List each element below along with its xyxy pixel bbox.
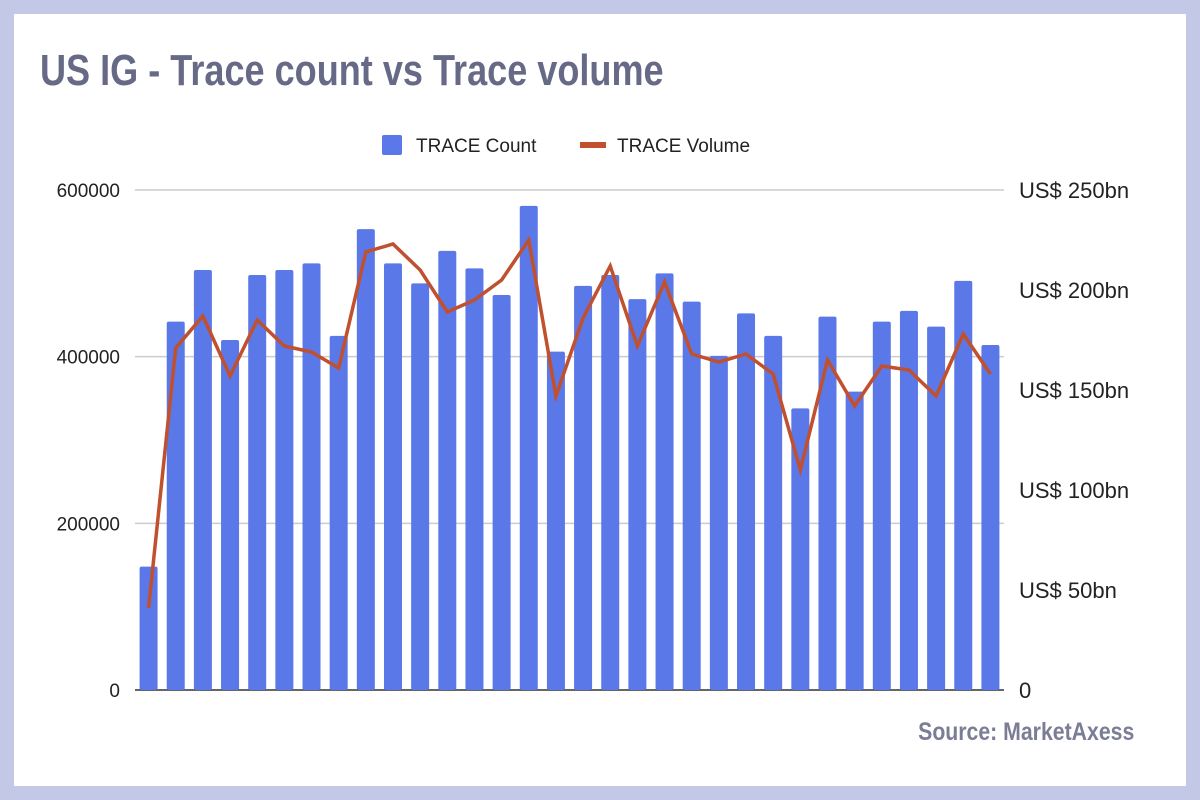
bar — [248, 275, 267, 690]
bar — [438, 250, 457, 691]
bar — [574, 285, 593, 690]
right-tick-label: US$ 250bn — [1019, 178, 1129, 203]
bar — [465, 268, 484, 690]
bar — [682, 301, 701, 690]
bar — [193, 270, 212, 690]
bar — [221, 340, 240, 690]
right-tick-label: US$ 50bn — [1019, 578, 1117, 603]
bar — [764, 335, 783, 690]
bar — [601, 275, 620, 690]
left-tick-label: 400000 — [57, 348, 120, 369]
bar — [139, 566, 158, 690]
bar — [166, 321, 185, 690]
bar — [411, 283, 430, 690]
source-note: Source: MarketAxess — [917, 718, 1134, 746]
right-tick-label: US$ 100bn — [1019, 478, 1129, 503]
bar — [302, 263, 321, 690]
right-tick-label: 0 — [1019, 678, 1031, 703]
bar — [954, 280, 973, 690]
bar — [628, 299, 647, 690]
right-tick-label: US$ 200bn — [1019, 278, 1129, 303]
legend-swatch-volume — [580, 142, 606, 148]
bar — [845, 391, 864, 690]
bar — [818, 316, 837, 690]
legend-label-volume: TRACE Volume — [617, 136, 750, 157]
bar — [275, 270, 294, 690]
bar — [791, 408, 810, 690]
bar — [655, 273, 674, 690]
bar — [737, 313, 756, 690]
bar — [899, 310, 918, 690]
bar — [981, 345, 1000, 690]
legend-label-count: TRACE Count — [416, 136, 537, 157]
left-tick-label: 0 — [109, 681, 120, 702]
bar — [356, 229, 375, 690]
bar — [546, 351, 565, 690]
left-tick-label: 600000 — [57, 181, 120, 202]
bar — [709, 355, 728, 690]
volume-line — [146, 235, 992, 609]
bar — [927, 326, 946, 690]
legend-swatch-count — [382, 135, 402, 155]
bar — [519, 205, 538, 691]
left-tick-label: 200000 — [57, 514, 120, 535]
chart-title: US IG - Trace count vs Trace volume — [40, 46, 664, 95]
bar — [383, 263, 402, 690]
bar — [329, 335, 348, 690]
bar — [872, 321, 891, 690]
right-tick-label: US$ 150bn — [1019, 378, 1129, 403]
bar — [492, 295, 511, 690]
